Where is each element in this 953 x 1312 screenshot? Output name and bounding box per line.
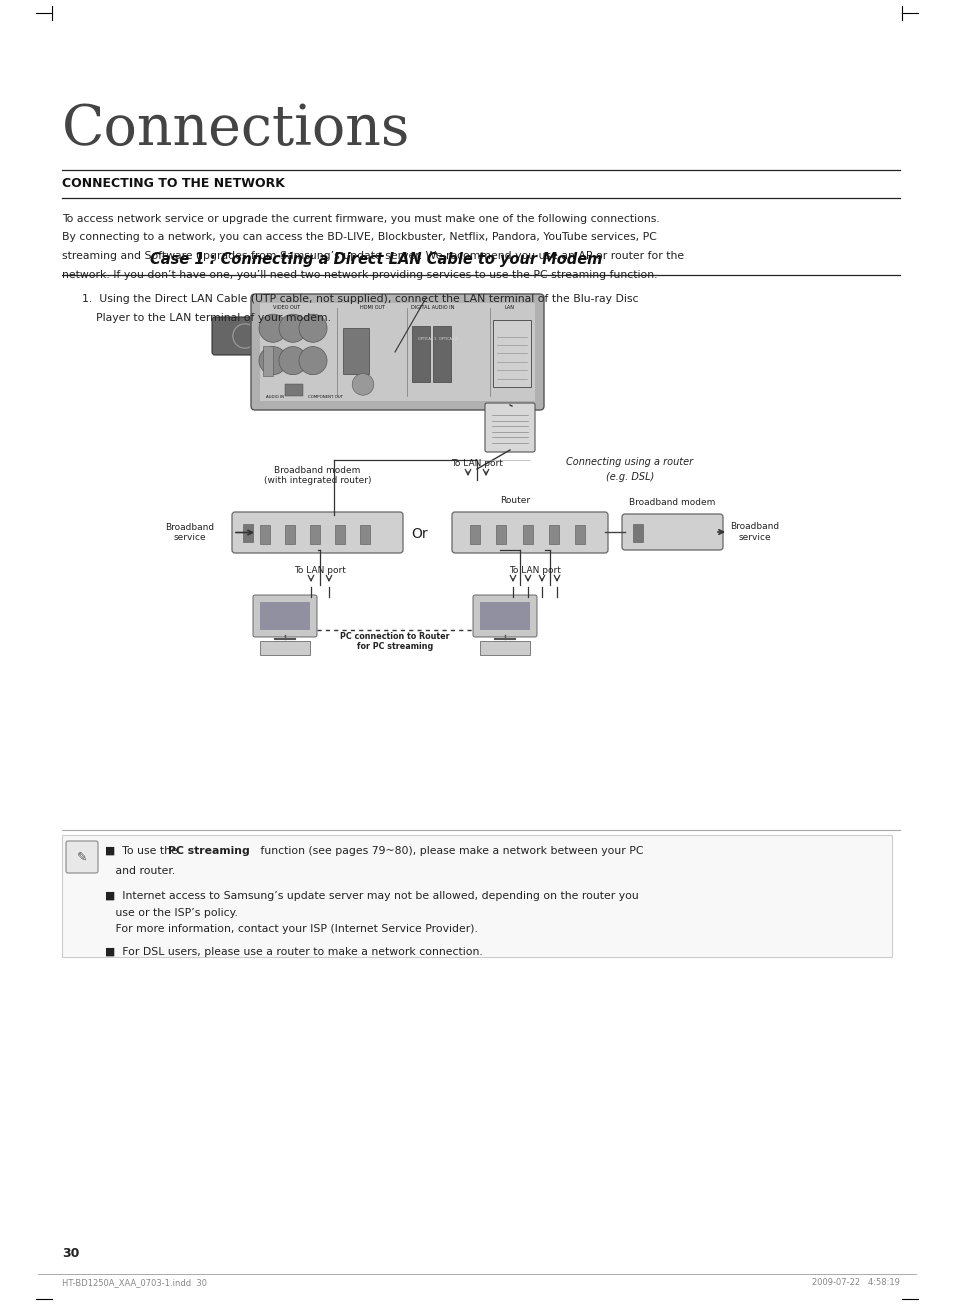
Text: HDMI OUT: HDMI OUT [360,304,385,310]
Bar [479,642,530,655]
Bar [343,328,369,374]
Text: network. If you don’t have one, you’ll need two network providing services to us: network. If you don’t have one, you’ll n… [62,269,657,279]
Bar [243,523,253,542]
Text: 30: 30 [62,1246,79,1260]
Text: 2009-07-22   4:58:19: 2009-07-22 4:58:19 [811,1278,899,1287]
Text: VIDEO OUT: VIDEO OUT [273,304,300,310]
Bar [285,384,303,396]
FancyBboxPatch shape [621,514,722,550]
Text: To access network service or upgrade the current firmware, you must make one of : To access network service or upgrade the… [62,214,659,224]
Bar [260,602,310,630]
Text: OPTICAL 1: OPTICAL 1 [417,337,436,341]
Text: To LAN port: To LAN port [509,565,560,575]
Bar [377,327,385,345]
Circle shape [278,314,307,342]
FancyBboxPatch shape [253,596,316,638]
Text: ■  To use the: ■ To use the [105,846,181,855]
Text: PC streaming: PC streaming [168,846,250,855]
Circle shape [258,314,287,342]
Bar [575,525,584,544]
Bar [260,525,270,544]
Text: Broadband modem: Broadband modem [629,499,715,506]
Bar [335,525,345,544]
Text: Player to the LAN terminal of your modem.: Player to the LAN terminal of your modem… [82,314,331,323]
Bar [412,327,430,382]
Bar [522,525,532,544]
FancyBboxPatch shape [232,512,402,552]
FancyBboxPatch shape [66,841,98,872]
Text: ✎: ✎ [76,850,87,863]
Text: ■  Internet access to Samsung’s update server may not be allowed, depending on t: ■ Internet access to Samsung’s update se… [105,891,639,901]
Bar [470,525,479,544]
FancyBboxPatch shape [493,320,531,387]
Text: use or the ISP’s policy.: use or the ISP’s policy. [105,908,237,918]
Text: OPTICAL 2: OPTICAL 2 [438,337,456,341]
Bar [263,345,273,375]
Bar [548,525,558,544]
Text: Router: Router [499,496,530,505]
Circle shape [278,346,307,375]
Bar [633,523,642,542]
Bar [496,525,506,544]
Text: function (see pages 79~80), please make a network between your PC: function (see pages 79~80), please make … [256,846,643,855]
Text: PC connection to Router
for PC streaming: PC connection to Router for PC streaming [340,632,450,651]
Bar [433,327,451,382]
Text: CONNECTING TO THE NETWORK: CONNECTING TO THE NETWORK [62,177,285,190]
FancyBboxPatch shape [62,834,891,956]
Text: Connecting using a router: Connecting using a router [566,457,693,467]
Text: By connecting to a network, you can access the BD-LIVE, Blockbuster, Netflix, Pa: By connecting to a network, you can acce… [62,232,657,243]
Text: (e.g. DSL): (e.g. DSL) [605,472,654,482]
Text: streaming and Software upgrades from Samsung’s update server. We recommend you u: streaming and Software upgrades from Sam… [62,251,683,261]
Circle shape [258,346,287,375]
FancyBboxPatch shape [452,512,607,552]
Text: To LAN port: To LAN port [451,459,502,468]
Text: Connections: Connections [62,102,410,157]
Text: AUDIO IN: AUDIO IN [266,395,284,399]
Bar [285,525,294,544]
Bar [310,525,319,544]
Text: Broadband modem
(with integrated router): Broadband modem (with integrated router) [263,466,371,485]
Text: Broadband
service: Broadband service [730,522,779,542]
Bar [359,525,370,544]
Bar [351,327,357,345]
Text: Broadband
service: Broadband service [165,522,214,542]
Text: and router.: and router. [105,866,175,875]
FancyBboxPatch shape [212,318,417,356]
Bar [260,642,310,655]
FancyBboxPatch shape [251,294,543,409]
Text: For more information, contact your ISP (Internet Service Provider).: For more information, contact your ISP (… [105,924,477,934]
Circle shape [352,374,374,395]
Bar [479,602,530,630]
Text: Case 1 : Connecting a Direct LAN Cable to your Modem: Case 1 : Connecting a Direct LAN Cable t… [150,252,601,268]
FancyBboxPatch shape [484,403,535,453]
FancyBboxPatch shape [473,596,537,638]
Bar [364,327,371,345]
Bar [337,327,344,345]
FancyBboxPatch shape [260,303,535,401]
Circle shape [298,346,327,375]
Text: COMPONENT OUT: COMPONENT OUT [307,395,342,399]
Circle shape [298,314,327,342]
Text: DIGITAL AUDIO IN: DIGITAL AUDIO IN [411,304,455,310]
Text: 1.  Using the Direct LAN Cable (UTP cable, not supplied), connect the LAN termin: 1. Using the Direct LAN Cable (UTP cable… [82,294,638,304]
Text: To LAN port: To LAN port [294,565,346,575]
Text: LAN: LAN [504,304,515,310]
Text: Or: Or [412,527,428,541]
Text: ■  For DSL users, please use a router to make a network connection.: ■ For DSL users, please use a router to … [105,947,482,958]
Text: HT-BD1250A_XAA_0703-1.indd  30: HT-BD1250A_XAA_0703-1.indd 30 [62,1278,207,1287]
